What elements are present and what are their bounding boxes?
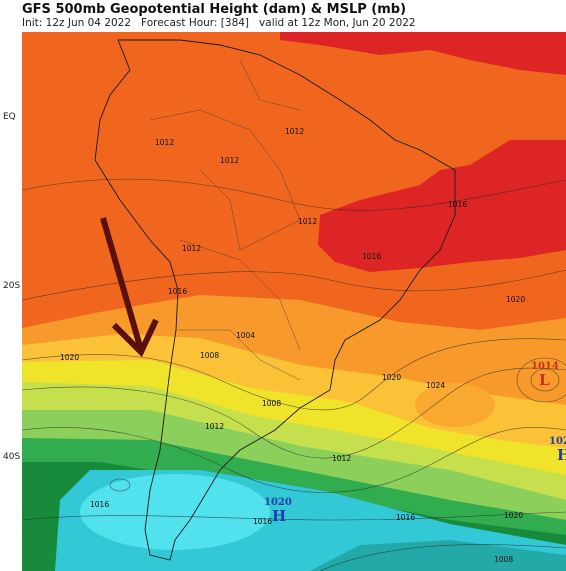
contour-label: 1008	[494, 555, 513, 564]
pressure-value: 1014	[531, 361, 559, 372]
contour-label: 1020	[60, 353, 79, 362]
isobar	[22, 178, 566, 211]
isobar	[109, 478, 131, 492]
pressure-value: 1020	[264, 497, 292, 508]
pressure-symbol: L	[539, 371, 550, 389]
title: GFS 500mb Geopotential Height (dam) & MS…	[22, 2, 406, 17]
contour-label: 1004	[236, 331, 255, 340]
latitude-label: 20S	[3, 281, 20, 291]
contour-label: 1012	[155, 138, 174, 147]
pressure-symbol: H	[272, 507, 286, 525]
labels: EQ 20S 40S 1012 1012 1012 1012 1012 1016 1016 1016…	[3, 112, 566, 564]
isobar	[22, 269, 566, 301]
contour-label: 1016	[253, 517, 272, 526]
isobar	[516, 357, 566, 403]
coastline	[94, 39, 456, 561]
isobar	[319, 544, 566, 571]
height-field	[318, 140, 566, 272]
contour-label: 1012	[182, 244, 201, 253]
map-area	[22, 32, 566, 571]
isobar	[22, 367, 566, 459]
country-border	[149, 59, 301, 381]
height-field	[415, 383, 495, 427]
arrow-shaft	[100, 217, 144, 351]
isobar	[22, 338, 566, 411]
pressure-symbol: H	[557, 446, 566, 464]
pressure-value: 102	[549, 436, 566, 447]
height-field	[280, 32, 566, 75]
arrow-head	[111, 318, 159, 358]
contour-label: 1016	[90, 500, 109, 509]
contour-label: 1008	[262, 399, 281, 408]
contour-label: 1016	[168, 287, 187, 296]
contour-label: 1012	[285, 127, 304, 136]
annotation-arrow	[100, 217, 159, 358]
contour-label: 1016	[362, 252, 381, 261]
contour-label: 1012	[298, 217, 317, 226]
contour-label: 1008	[200, 351, 219, 360]
contour-label: 1024	[426, 381, 445, 390]
contour-label: 1012	[332, 454, 351, 463]
latitude-label: EQ	[3, 112, 16, 122]
contour-label: 1016	[396, 513, 415, 522]
contour-label: 1020	[506, 295, 525, 304]
isobar	[530, 368, 560, 392]
subtitle: Init: 12z Jun 04 2022 Forecast Hour: [38…	[22, 17, 416, 29]
height-field	[80, 474, 270, 550]
isobar	[22, 427, 566, 493]
contour-label: 1012	[205, 422, 224, 431]
height-field	[310, 540, 566, 571]
contour-label: 1020	[504, 511, 523, 520]
isobar	[22, 511, 566, 521]
contour-label: 1020	[382, 373, 401, 382]
latitude-label: 40S	[3, 452, 20, 462]
contour-label: 1012	[220, 156, 239, 165]
contour-label: 1016	[448, 200, 467, 209]
